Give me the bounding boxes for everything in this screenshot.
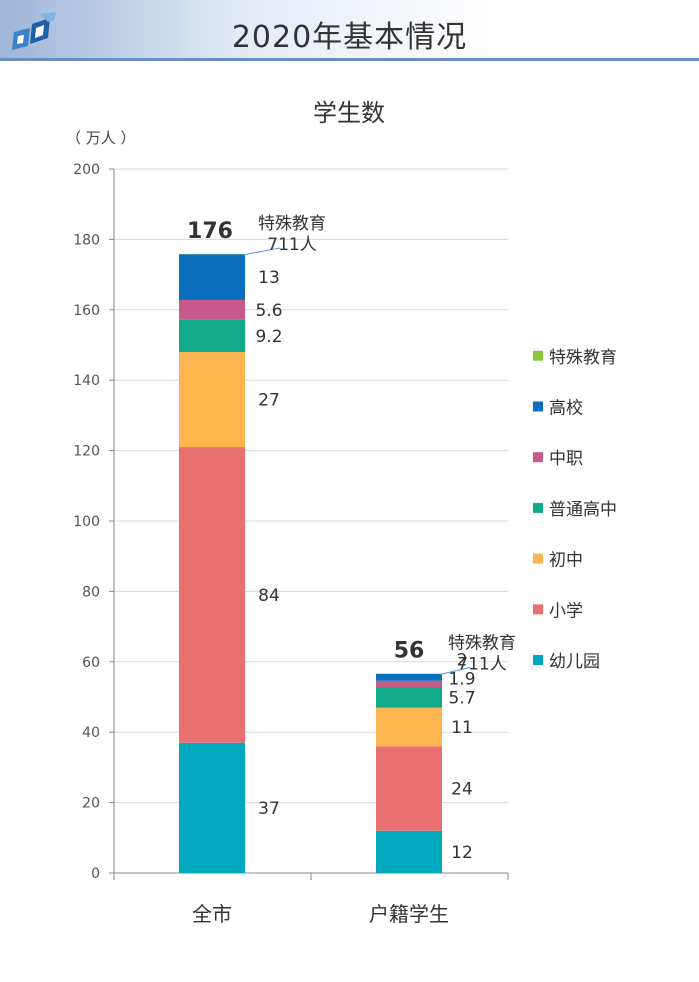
annotation-label: 711人 — [457, 655, 506, 675]
logo-icon — [12, 12, 56, 50]
y-tick-label: 200 — [73, 162, 100, 178]
bar-segment — [376, 673, 442, 681]
data-label: 1.9 — [448, 670, 475, 690]
bar-segment — [376, 746, 442, 831]
category-label: 户籍学生 — [369, 902, 449, 926]
data-label: 24 — [451, 780, 473, 800]
annotation-leader — [439, 667, 471, 676]
total-label: 176 — [187, 219, 233, 244]
data-label: 37 — [258, 799, 280, 819]
legend-swatch — [533, 452, 543, 463]
legend-label: 初中 — [549, 551, 583, 571]
y-tick-label: 40 — [82, 725, 100, 741]
bar-segment — [376, 687, 442, 708]
y-tick-label: 60 — [82, 655, 100, 671]
bar-segment — [179, 742, 245, 873]
legend-swatch — [533, 655, 543, 665]
bar-segment — [376, 707, 442, 747]
y-axis-label: （ 万人 ） — [66, 129, 136, 147]
bar-segment — [376, 680, 442, 688]
legend-label: 高校 — [549, 399, 583, 419]
header-divider — [0, 58, 699, 61]
bar-segment — [179, 254, 245, 300]
data-label: 5.6 — [255, 301, 282, 321]
legend-label: 中职 — [549, 449, 583, 469]
data-label: 11 — [451, 718, 473, 738]
annotation-label: 特殊教育 — [258, 214, 326, 234]
bar-segment — [179, 352, 245, 448]
y-tick-label: 160 — [73, 303, 100, 319]
legend-label: 小学 — [549, 601, 583, 621]
total-label: 56 — [394, 639, 425, 664]
y-tick-label: 80 — [82, 584, 100, 600]
y-tick-label: 180 — [73, 232, 100, 248]
bar-segment — [376, 830, 442, 873]
data-label: 27 — [258, 391, 280, 411]
data-label: 13 — [258, 268, 280, 288]
y-tick-label: 20 — [82, 796, 100, 812]
header-banner — [0, 0, 699, 60]
legend-label: 特殊教育 — [549, 348, 617, 368]
legend-swatch — [533, 553, 543, 564]
y-tick-label: 140 — [73, 373, 100, 389]
legend-swatch — [533, 604, 543, 615]
category-label: 全市 — [192, 902, 232, 926]
data-label: 9.2 — [255, 327, 282, 347]
page-title: 2020年基本情况 — [231, 20, 468, 55]
bar-segment — [179, 299, 245, 320]
chart-title: 学生数 — [313, 99, 385, 127]
data-label: 84 — [258, 586, 280, 606]
data-label: 12 — [451, 843, 473, 863]
data-label: 2 — [457, 651, 468, 671]
annotation-label: 711人 — [267, 235, 316, 255]
legend-label: 幼儿园 — [549, 652, 600, 672]
legend-swatch — [533, 350, 543, 361]
annotation-label: 特殊教育 — [448, 634, 516, 654]
y-tick-label: 0 — [91, 866, 100, 882]
y-tick-label: 120 — [73, 444, 100, 460]
bar-segment — [179, 319, 245, 353]
annotation-leader — [242, 247, 281, 256]
legend-swatch — [533, 401, 543, 412]
legend-swatch — [533, 502, 543, 513]
bar-segment — [179, 447, 245, 743]
legend-label: 普通高中 — [549, 500, 617, 520]
y-tick-label: 100 — [73, 514, 100, 530]
data-label: 5.7 — [448, 689, 475, 709]
